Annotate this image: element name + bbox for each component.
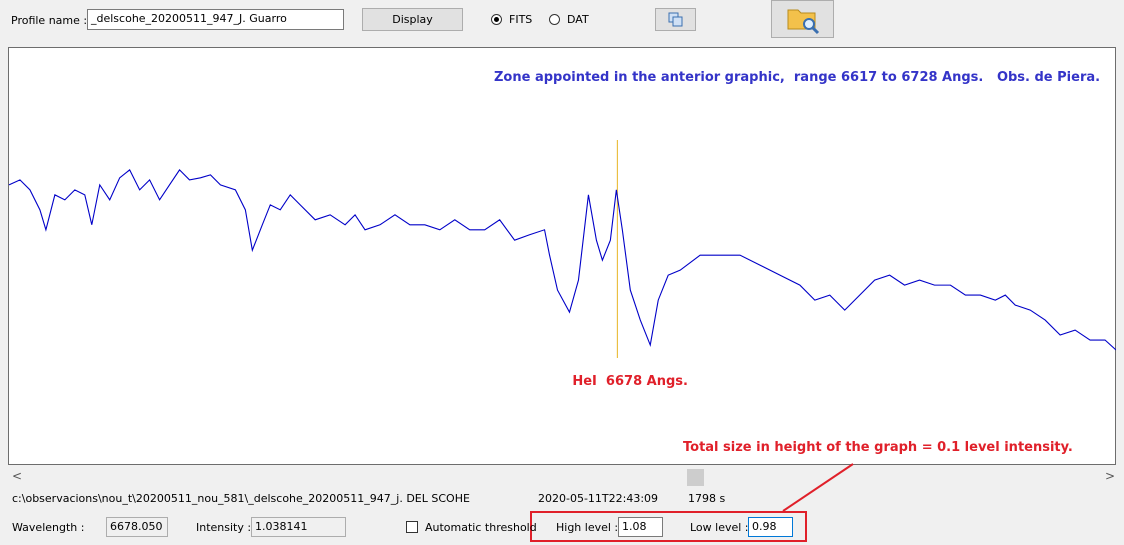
scroll-thumb[interactable] — [687, 469, 704, 486]
wavelength-label: Wavelength : — [12, 521, 85, 534]
date-time: 2020-05-11T22:43:09 — [538, 492, 659, 505]
open-folder-button[interactable] — [771, 0, 834, 38]
height-annotation: Total size in height of the graph = 0.1 … — [683, 440, 1073, 455]
auto-threshold-checkbox[interactable] — [406, 521, 418, 533]
copy-button[interactable] — [655, 8, 696, 31]
radio-fits-label: FITS — [509, 13, 533, 26]
exposure: 1798 s — [688, 492, 726, 505]
intensity-value: 1.038141 — [251, 517, 346, 537]
file-path: c:\observacions\nou_t\20200511_nou_581\_… — [12, 492, 470, 505]
radio-dat-label: DAT — [567, 13, 589, 26]
wavelength-value: 6678.050 — [106, 517, 168, 537]
spectrum-plot: Zone appointed in the anterior graphic, … — [8, 47, 1116, 465]
plot-frame — [8, 47, 1116, 465]
low-level-label: Low level : — [690, 521, 749, 534]
low-level-input[interactable]: 0.98 — [748, 517, 793, 537]
scroll-right[interactable]: > — [1105, 469, 1116, 483]
folder-icon — [787, 9, 820, 35]
high-level-input[interactable]: 1.08 — [618, 517, 663, 537]
marker-label: HeI 6678 Angs. — [572, 374, 688, 389]
profile-label: Profile name : — [11, 14, 88, 27]
intensity-label: Intensity : — [196, 521, 252, 534]
spectrum-line — [8, 169, 1116, 351]
scroll-left[interactable]: < — [12, 469, 23, 483]
radio-fits[interactable] — [491, 14, 502, 25]
high-level-label: High level : — [556, 521, 619, 534]
plot-title: Zone appointed in the anterior graphic, … — [494, 70, 1100, 85]
profile-input[interactable]: _delscohe_20200511_947_J. Guarro — [87, 9, 344, 30]
copy-icon — [668, 12, 683, 27]
display-button[interactable]: Display — [362, 8, 463, 31]
radio-dat[interactable] — [549, 14, 560, 25]
auto-threshold-label: Automatic threshold — [425, 521, 537, 534]
callout-arrow — [782, 463, 854, 512]
